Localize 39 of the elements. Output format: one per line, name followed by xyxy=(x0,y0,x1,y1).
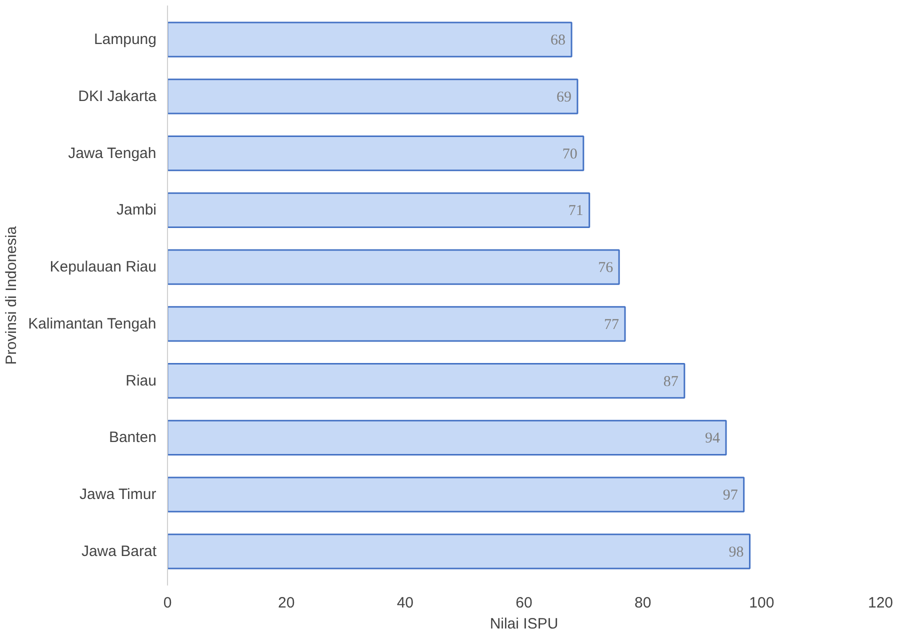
y-tick-label: Lampung xyxy=(94,31,157,48)
bar xyxy=(168,476,745,512)
x-tick-label: 100 xyxy=(749,594,774,612)
data-label: 94 xyxy=(705,430,721,447)
bar xyxy=(168,420,727,456)
x-tick-label: 80 xyxy=(634,594,652,612)
data-label: 87 xyxy=(663,374,679,390)
y-tick-label: Jawa Tengah xyxy=(68,144,156,162)
y-tick-label: Banten xyxy=(108,429,157,446)
bar xyxy=(168,306,626,342)
y-axis-title: Provinsi di Indonesia xyxy=(3,226,20,365)
x-tick-label: 120 xyxy=(868,594,894,612)
bar xyxy=(168,136,584,172)
bar xyxy=(168,362,686,399)
y-tick-label: DKI Jakarta xyxy=(78,88,158,105)
bar xyxy=(168,249,620,285)
y-tick-label: Kepulauan Riau xyxy=(50,258,157,276)
data-label: 77 xyxy=(604,316,620,333)
y-tick-label: Jawa Barat xyxy=(81,542,158,560)
y-tick-label: Kalimantan Tengah xyxy=(28,315,156,332)
x-tick-label: 60 xyxy=(516,594,532,612)
bar xyxy=(168,534,751,570)
y-tick-label: Jambi xyxy=(116,202,157,219)
x-axis-title: Nilai ISPU xyxy=(490,616,558,632)
data-label: 70 xyxy=(562,146,578,162)
y-tick-label: Riau xyxy=(126,372,157,390)
data-label: 69 xyxy=(556,89,572,106)
data-label: 68 xyxy=(550,32,566,49)
data-label: 71 xyxy=(568,203,584,220)
bar xyxy=(168,78,578,114)
data-label: 76 xyxy=(598,260,614,276)
y-tick-label: Jawa Timur xyxy=(80,486,156,504)
x-tick-label: 40 xyxy=(396,594,414,612)
bar xyxy=(168,22,572,58)
data-label: 98 xyxy=(728,544,744,560)
x-tick-label: 0 xyxy=(163,594,172,612)
x-tick-label: 20 xyxy=(278,594,295,612)
bar xyxy=(168,192,590,228)
data-label: 97 xyxy=(722,488,738,504)
